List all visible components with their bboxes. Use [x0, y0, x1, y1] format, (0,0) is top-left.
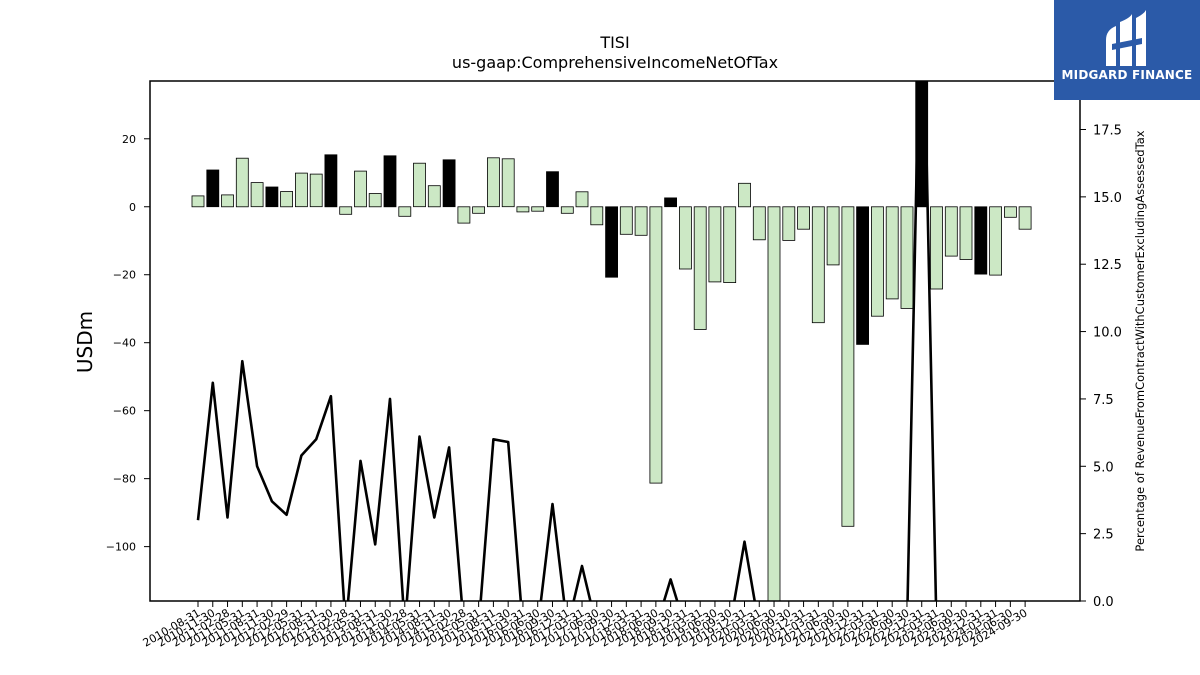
y2-tick-label: 5.0: [1093, 460, 1114, 475]
bar-2020-03-31: [752, 206, 766, 241]
bar-2018-09-30: [664, 197, 677, 208]
bar-2018-12-31: [679, 206, 692, 270]
y-tick-label: −20: [113, 269, 136, 282]
bar-2021-12-31: [856, 206, 869, 345]
y-tick-label: −100: [106, 541, 136, 554]
bar-2014-05-31: [413, 162, 426, 208]
bar-2017-09-30: [605, 206, 618, 278]
bar-2023-09-30: [959, 206, 973, 260]
y2-tick-label: 15.0: [1093, 191, 1122, 206]
bar-group: [191, 80, 1032, 602]
bar-2019-12-31: [738, 182, 751, 208]
bar-2011-05-31: [235, 157, 249, 208]
bar-2021-06-30: [826, 206, 840, 266]
bar-2018-03-31: [634, 206, 648, 236]
bar-2018-06-30: [649, 206, 663, 484]
y2-tick-label: 2.5: [1093, 528, 1114, 543]
midgard-finance-logo: MIDGARD FINANCE: [1054, 0, 1200, 100]
bar-2019-06-30: [708, 206, 722, 283]
y2-tick-label: 7.5: [1093, 393, 1114, 408]
y-tick-label: 0: [129, 201, 136, 214]
bar-2017-06-30: [590, 206, 604, 226]
bar-2015-05-31: [472, 206, 486, 214]
bar-2013-11-30: [383, 155, 397, 208]
axes: 20 0 −20 −40 −60 −80 −100 0.0 2.5 5.0 7.5 10.0 12.5 1…: [106, 80, 1122, 650]
bar-2017-12-31: [619, 206, 633, 235]
bar-2021-03-31: [811, 206, 825, 324]
bar-2023-06-30: [944, 206, 958, 257]
bar-2020-12-31: [797, 206, 810, 230]
plot-frame: [149, 80, 1081, 602]
bar-2011-08-31: [250, 182, 264, 208]
bar-2010-08-31: [191, 195, 205, 208]
line-series: [196, 81, 938, 601]
chart-title: TISI: [599, 33, 629, 52]
y2-tick-label: 0.0: [1093, 595, 1114, 610]
bar-2021-09-30: [841, 206, 855, 527]
y2-tick-label: 17.5: [1093, 123, 1122, 138]
bar-2016-12-31: [560, 206, 574, 214]
y-axis-label: USDm: [73, 311, 97, 373]
bar-2011-11-30: [265, 186, 279, 208]
bar-2010-11-30: [206, 169, 220, 208]
bar-2016-06-30: [531, 206, 545, 212]
bar-2020-06-30: [767, 206, 781, 602]
bar-2022-03-31: [871, 206, 884, 317]
y2-tick-label: 12.5: [1093, 258, 1122, 273]
line-group: [196, 81, 938, 601]
bar-2014-11-30: [442, 159, 456, 208]
bar-2014-02-28: [398, 206, 412, 217]
bar-2024-03-31: [989, 206, 1002, 276]
y-tick-label: −60: [113, 405, 136, 418]
bar-2017-03-31: [575, 191, 589, 208]
bar-2015-02-28: [457, 206, 471, 224]
bar-2023-12-31: [974, 206, 988, 275]
bar-2024-09-30: [1018, 206, 1032, 230]
y-tick-label: 20: [122, 133, 136, 146]
bar-2013-05-31: [354, 170, 367, 208]
bar-2014-08-31: [427, 185, 441, 208]
chart-subtitle: us-gaap:ComprehensiveIncomeNetOfTax: [452, 53, 778, 72]
y-tick-label: −80: [113, 473, 136, 486]
bar-2024-06-30: [1004, 206, 1017, 218]
bar-2022-09-30: [900, 206, 914, 309]
bar-2022-06-30: [885, 206, 899, 300]
bar-2020-09-30: [782, 206, 796, 241]
bar-2016-09-30: [546, 171, 559, 208]
y2-tick-label: 10.0: [1093, 326, 1122, 341]
bar-2012-11-30: [324, 154, 338, 208]
bar-2016-03-31: [516, 206, 530, 213]
bar-2015-11-30: [501, 158, 515, 208]
bar-2011-02-28: [221, 194, 234, 208]
bar-2013-02-28: [339, 206, 353, 215]
bar-2012-08-31: [309, 173, 323, 208]
bar-2013-08-31: [368, 193, 382, 208]
y2-axis-label: Percentage of RevenueFromContractWithCus…: [1133, 130, 1147, 551]
bar-2012-05-31: [294, 172, 308, 208]
bar-2015-08-31: [486, 157, 500, 208]
bar-2019-03-31: [693, 206, 707, 330]
bar-2012-02-29: [280, 191, 294, 208]
bar-2023-03-31: [930, 206, 943, 290]
y-tick-label: −40: [113, 337, 136, 350]
bar-2019-09-30: [723, 206, 737, 284]
logo-mark-icon: [1106, 10, 1146, 66]
logo-text: MIDGARD FINANCE: [1061, 68, 1193, 82]
